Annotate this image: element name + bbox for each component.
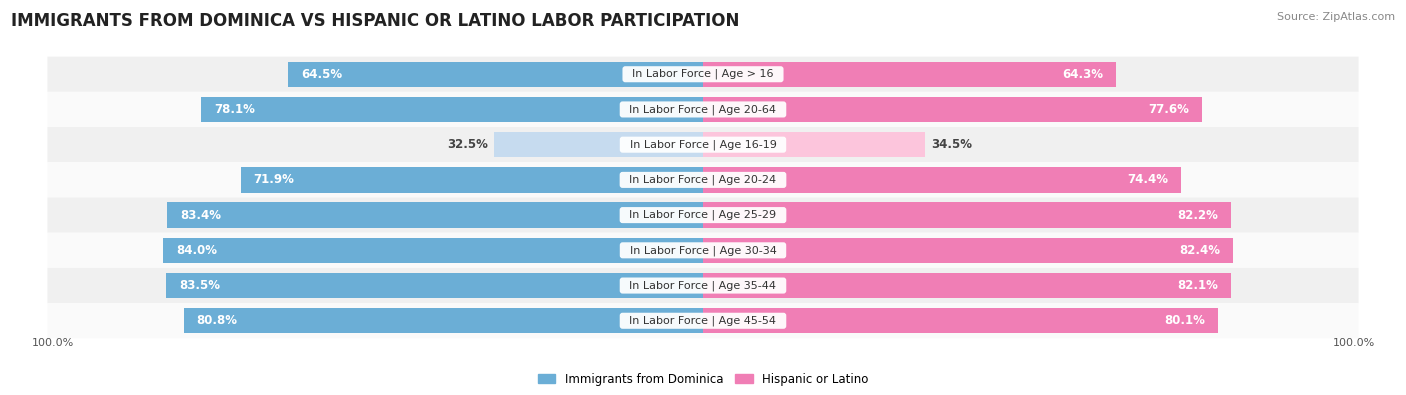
FancyBboxPatch shape [48, 198, 1358, 233]
Text: 74.4%: 74.4% [1128, 173, 1168, 186]
FancyBboxPatch shape [48, 303, 1358, 339]
Text: 78.1%: 78.1% [214, 103, 254, 116]
Text: In Labor Force | Age 16-19: In Labor Force | Age 16-19 [623, 139, 783, 150]
Bar [288, 62, 703, 87]
FancyBboxPatch shape [48, 92, 1358, 127]
Bar [201, 97, 703, 122]
Bar [166, 273, 703, 298]
FancyBboxPatch shape [48, 268, 1358, 303]
Text: In Labor Force | Age 25-29: In Labor Force | Age 25-29 [623, 210, 783, 220]
Text: In Labor Force | Age 45-54: In Labor Force | Age 45-54 [623, 316, 783, 326]
Bar [703, 238, 1233, 263]
Text: In Labor Force | Age 20-24: In Labor Force | Age 20-24 [623, 175, 783, 185]
Text: 82.2%: 82.2% [1178, 209, 1219, 222]
Text: 71.9%: 71.9% [253, 173, 295, 186]
Text: IMMIGRANTS FROM DOMINICA VS HISPANIC OR LATINO LABOR PARTICIPATION: IMMIGRANTS FROM DOMINICA VS HISPANIC OR … [11, 12, 740, 30]
Text: 64.5%: 64.5% [301, 68, 343, 81]
Bar [703, 308, 1218, 333]
Text: Source: ZipAtlas.com: Source: ZipAtlas.com [1277, 12, 1395, 22]
Bar [167, 202, 703, 228]
Text: 34.5%: 34.5% [931, 138, 972, 151]
Text: 83.5%: 83.5% [179, 279, 221, 292]
Text: 82.1%: 82.1% [1177, 279, 1218, 292]
Text: 82.4%: 82.4% [1178, 244, 1220, 257]
Bar [703, 62, 1116, 87]
Text: In Labor Force | Age > 16: In Labor Force | Age > 16 [626, 69, 780, 79]
FancyBboxPatch shape [48, 56, 1358, 92]
Bar [703, 132, 925, 157]
Bar [184, 308, 703, 333]
Bar [703, 97, 1202, 122]
Text: 84.0%: 84.0% [176, 244, 217, 257]
Bar [494, 132, 703, 157]
Text: In Labor Force | Age 20-64: In Labor Force | Age 20-64 [623, 104, 783, 115]
FancyBboxPatch shape [48, 162, 1358, 198]
Bar [703, 167, 1181, 193]
Bar [163, 238, 703, 263]
Text: In Labor Force | Age 35-44: In Labor Force | Age 35-44 [623, 280, 783, 291]
Text: 100.0%: 100.0% [1333, 338, 1375, 348]
Text: 32.5%: 32.5% [447, 138, 488, 151]
Text: 77.6%: 77.6% [1149, 103, 1189, 116]
Text: 100.0%: 100.0% [31, 338, 73, 348]
Bar [703, 273, 1230, 298]
FancyBboxPatch shape [48, 233, 1358, 268]
Legend: Immigrants from Dominica, Hispanic or Latino: Immigrants from Dominica, Hispanic or La… [533, 368, 873, 390]
Text: 80.1%: 80.1% [1164, 314, 1205, 327]
FancyBboxPatch shape [48, 127, 1358, 162]
Text: 80.8%: 80.8% [197, 314, 238, 327]
Text: 64.3%: 64.3% [1063, 68, 1104, 81]
Text: 83.4%: 83.4% [180, 209, 221, 222]
Text: In Labor Force | Age 30-34: In Labor Force | Age 30-34 [623, 245, 783, 256]
Bar [703, 202, 1232, 228]
Bar [240, 167, 703, 193]
